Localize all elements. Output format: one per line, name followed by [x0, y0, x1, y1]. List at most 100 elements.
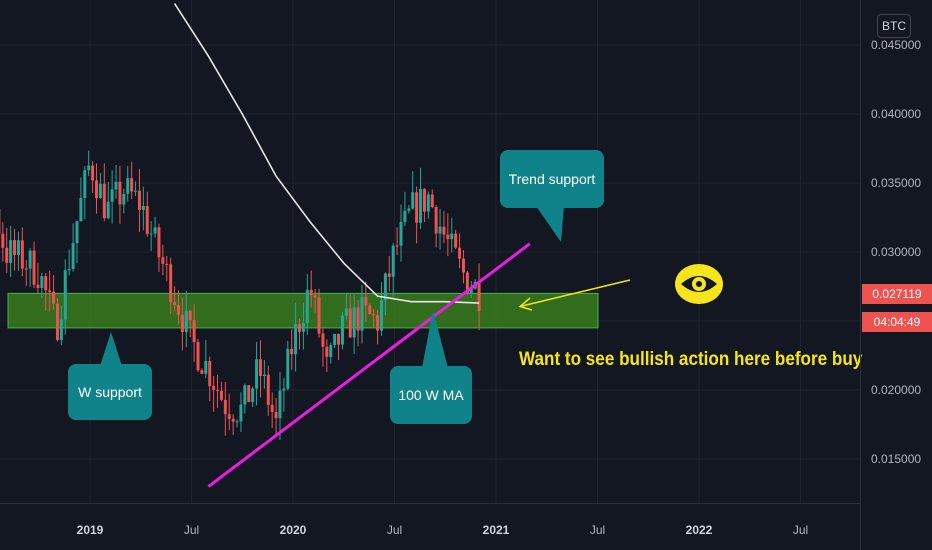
candle-body: [266, 374, 270, 405]
price-chart[interactable]: [0, 0, 860, 503]
candle-body: [231, 418, 235, 422]
current-price-tag: 0.027119: [862, 284, 932, 304]
candle-body: [426, 194, 430, 212]
candle-body: [360, 297, 364, 331]
time-axis[interactable]: 2019 Jul 2020 Jul 2021 Jul 2022 Jul: [0, 503, 860, 550]
candle-body: [13, 240, 17, 256]
candle-body: [153, 227, 157, 234]
candle-body: [126, 178, 130, 194]
candle-body: [28, 250, 32, 269]
candle-body: [422, 188, 426, 212]
ma-callout[interactable]: 100 W MA: [390, 366, 472, 424]
candle-body: [368, 305, 372, 315]
trend-support-line[interactable]: [207, 242, 531, 488]
candle-body: [340, 315, 344, 345]
y-tick-label: 0.035000: [871, 176, 922, 190]
x-tick-label: Jul: [386, 523, 403, 537]
candle-body: [75, 221, 79, 244]
trend-support-callout[interactable]: Trend support: [500, 150, 604, 208]
x-tick-label: 2019: [76, 523, 104, 537]
candle-body: [321, 333, 325, 347]
candle-body: [36, 284, 40, 288]
candle-body: [114, 181, 118, 190]
candle-body: [278, 390, 282, 419]
candle-body: [415, 192, 419, 223]
candle-body: [434, 207, 438, 234]
candle-body: [469, 288, 473, 294]
candle-body: [118, 181, 122, 205]
candle-body: [196, 342, 200, 371]
candle-body: [442, 226, 446, 235]
candle-body: [192, 320, 196, 343]
candle-body: [161, 257, 165, 264]
candle-body: [212, 386, 216, 390]
w-support-pointer: [100, 332, 122, 366]
trend-support-pointer: [536, 206, 564, 242]
candle-body: [110, 189, 114, 202]
candle-body: [87, 165, 91, 171]
candle-body: [446, 234, 450, 240]
candle-body: [313, 295, 317, 298]
candle-body: [5, 247, 9, 263]
candle-body: [465, 272, 469, 294]
candle-body: [44, 276, 48, 291]
candle-body: [352, 307, 356, 338]
candle-body: [290, 348, 294, 355]
candle-body: [52, 291, 56, 304]
candle-body: [91, 165, 95, 181]
candle-body: [262, 374, 266, 376]
candle-body: [379, 300, 383, 331]
candle-body: [141, 206, 145, 210]
candle-body: [298, 324, 302, 332]
candle-body: [399, 221, 403, 246]
candle-body: [180, 314, 184, 333]
candle-body: [95, 180, 99, 199]
candle-body: [243, 385, 247, 405]
candle-body: [376, 315, 380, 331]
y-tick-label: 0.045000: [871, 38, 922, 52]
candle-body: [344, 308, 348, 316]
arrow-left-icon: [518, 279, 631, 311]
x-tick-label: 2021: [482, 523, 510, 537]
currency-badge[interactable]: BTC: [877, 14, 911, 38]
candle-body: [239, 404, 243, 422]
candle-body: [219, 390, 223, 400]
candle-body: [407, 208, 411, 211]
candle-body: [337, 333, 341, 345]
moving-average-line[interactable]: [173, 3, 480, 304]
candle-body: [216, 389, 220, 391]
candle-body: [255, 359, 259, 389]
candle-body: [411, 192, 415, 209]
candle-body: [419, 188, 423, 223]
candle-body: [317, 297, 321, 334]
candle-body: [458, 247, 462, 259]
candle-body: [364, 297, 368, 306]
y-tick-label: 0.040000: [871, 107, 922, 121]
candle-body: [223, 399, 227, 415]
candle-body: [145, 206, 149, 234]
candle-body: [24, 268, 28, 270]
candle-body: [9, 240, 13, 263]
candle-body: [208, 360, 212, 387]
x-tick-label: Jul: [792, 523, 809, 537]
candle-body: [184, 310, 188, 333]
candle-body: [454, 233, 458, 248]
candle-body: [79, 197, 83, 222]
ma-label: 100 W MA: [398, 387, 464, 403]
candle-body: [329, 345, 333, 357]
eye-icon: [675, 264, 723, 304]
candle-body: [137, 190, 141, 210]
candle-body: [356, 307, 360, 331]
candle-body: [204, 360, 208, 374]
candle-body: [430, 194, 434, 208]
candle-body: [165, 263, 169, 265]
candle-body: [71, 243, 75, 270]
candle-body: [32, 250, 36, 285]
w-support-callout[interactable]: W support: [68, 364, 152, 420]
price-axis[interactable]: 0.0450000.0400000.0350000.0300000.025000…: [860, 0, 932, 550]
candle-body: [305, 289, 309, 324]
candle-body: [1, 233, 5, 248]
candle-body: [98, 183, 102, 199]
trade-note: Want to see bullish action here before b…: [519, 349, 863, 370]
candle-body: [173, 302, 177, 305]
